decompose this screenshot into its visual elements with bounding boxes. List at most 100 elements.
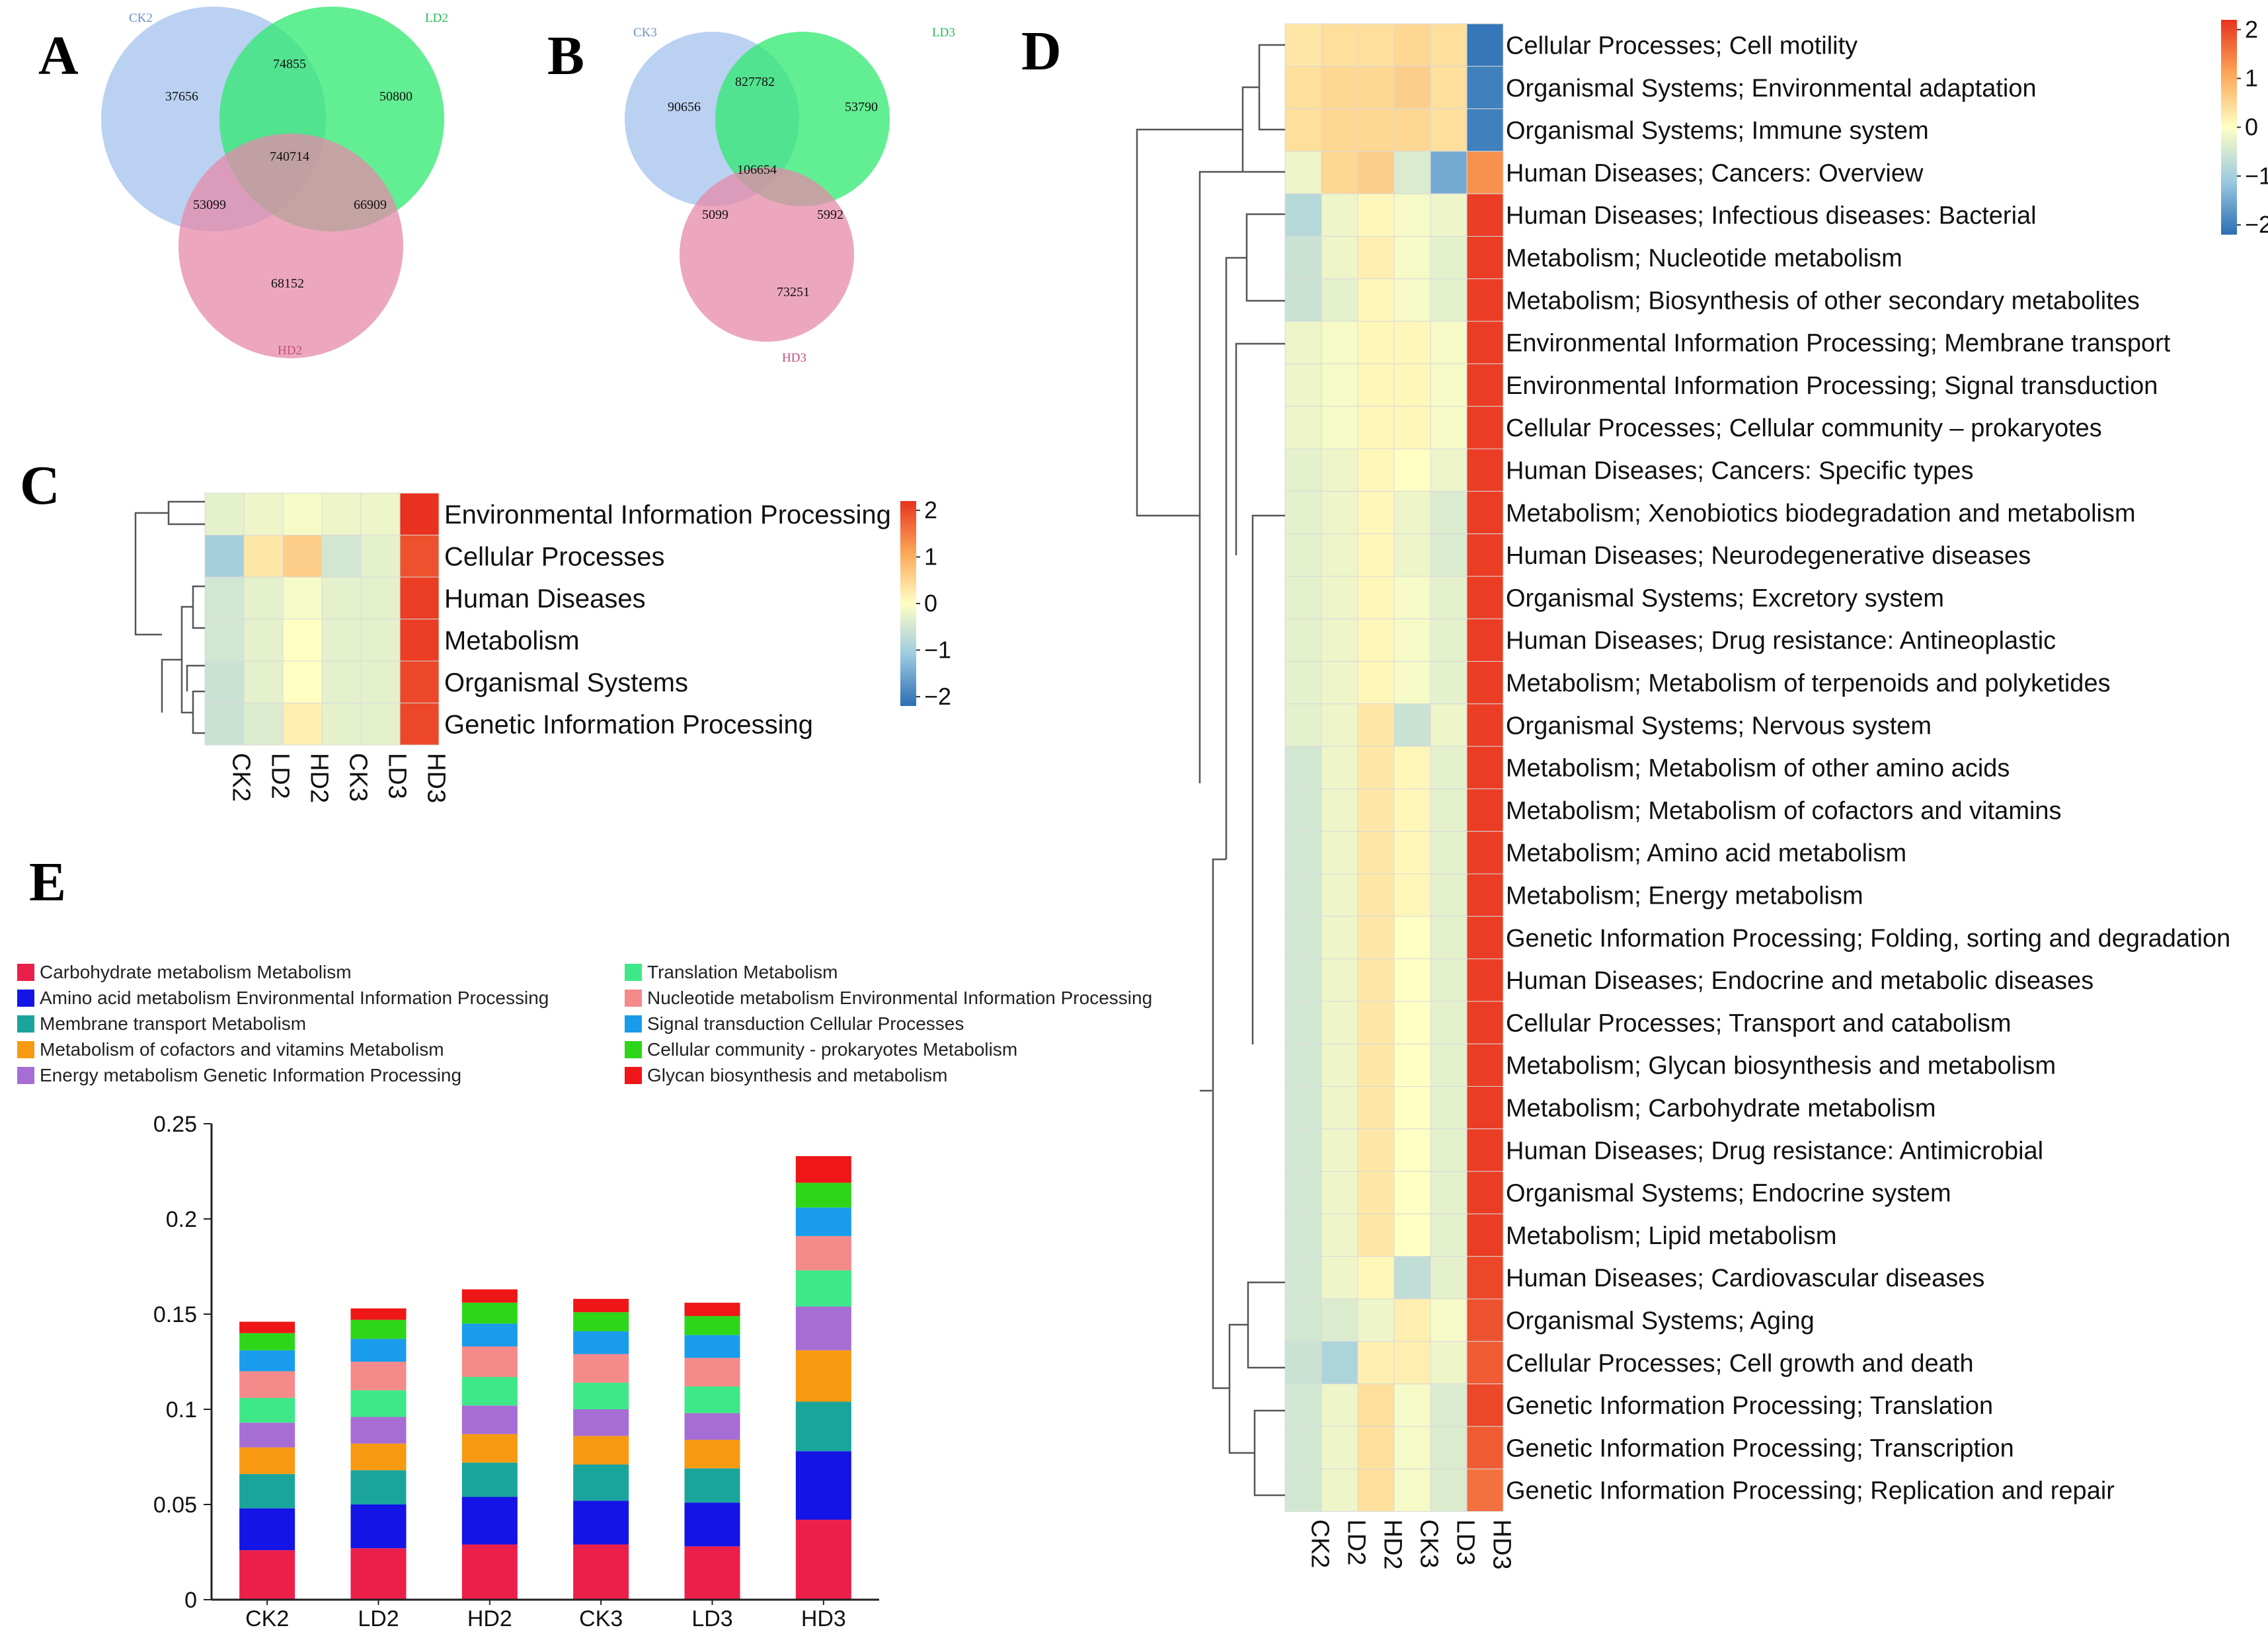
legend-label: Signal transduction Cellular Processes (647, 1013, 964, 1034)
venn-b-label-1: CK3 (633, 26, 657, 40)
x-tick-label: CK2 (245, 1606, 289, 1631)
bar-segment (461, 1434, 518, 1463)
legend-swatch (625, 964, 642, 981)
stacked-bar-chart-e: CK2 LD2 HD2 CK3 LD3 HD3 0 0.05 0.1 0.15 0.2 0.25 (153, 1112, 879, 1631)
heatmap-cell (1466, 1468, 1504, 1512)
heatmap-cell (1393, 108, 1431, 152)
heatmap-cell (399, 492, 440, 535)
heatmap-cell (1466, 1341, 1504, 1385)
heatmap-cell (1357, 1468, 1395, 1512)
heatmap-cell (1284, 1468, 1322, 1512)
bar-segment (795, 1207, 851, 1236)
heatmap-cell (1284, 193, 1322, 237)
heatmap-row-label: Environmental Information Processing (444, 500, 891, 529)
legend-label: Energy metabolism Genetic Information Pr… (40, 1065, 461, 1085)
colorbar-tick-label: 2 (924, 496, 937, 524)
x-tick-label: HD2 (467, 1606, 512, 1631)
heatmap-row-label: Cellular Processes; Transport and catabo… (1506, 1009, 2012, 1037)
heatmap-cell (1284, 1384, 1322, 1427)
heatmap-cell (1357, 831, 1395, 875)
heatmap-d: Cellular Processes; Cell motility Organis… (1136, 16, 2268, 1570)
bar-segment (239, 1447, 295, 1474)
heatmap-cell (1357, 618, 1395, 662)
legend-swatch (625, 990, 642, 1007)
heatmap-row-label: Human Diseases; Cancers: Specific types (1506, 457, 1974, 485)
heatmap-cell (1393, 746, 1431, 789)
heatmap-cell (1430, 746, 1467, 789)
heatmap-cell (1430, 363, 1467, 407)
bar-segment (239, 1371, 295, 1398)
heatmap-cell (1357, 1298, 1395, 1342)
colorbar-tick-label: −2 (924, 683, 951, 710)
heatmap-cell (1321, 1384, 1358, 1427)
heatmap-cell (1430, 448, 1467, 492)
bar-segment (684, 1468, 740, 1503)
heatmap-d-dendrogram (1136, 44, 1285, 1497)
heatmap-cell (321, 576, 362, 619)
heatmap-cell (1430, 618, 1467, 662)
legend-label: Glycan biosynthesis and metabolism (647, 1065, 947, 1085)
heatmap-cell (1466, 661, 1504, 705)
venn-a-r12: 74855 (273, 57, 306, 71)
heatmap-cell (1430, 1384, 1467, 1427)
bar-segment (461, 1302, 518, 1324)
heatmap-cell (1284, 108, 1322, 152)
venn-a-only-2: 50800 (379, 89, 412, 104)
bar-segment (350, 1443, 407, 1471)
heatmap-cell (1393, 788, 1431, 832)
heatmap-cell (1393, 236, 1431, 280)
heatmap-cell (1357, 1128, 1395, 1172)
bar-segment (239, 1397, 295, 1423)
heatmap-cell (1466, 1001, 1504, 1044)
x-tick-label: LD3 (691, 1606, 732, 1631)
heatmap-cell (1284, 576, 1322, 619)
legend-swatch (17, 1041, 34, 1058)
heatmap-cell (1321, 151, 1358, 194)
venn-b-r123: 106654 (737, 163, 777, 177)
colorbar-tick-label: 1 (2245, 65, 2258, 92)
heatmap-cell (1430, 236, 1467, 280)
heatmap-cell (1321, 1043, 1358, 1087)
heatmap-cell (1284, 958, 1322, 1002)
legend-swatch (17, 1015, 34, 1033)
heatmap-cell (1357, 363, 1395, 407)
heatmap-cell (1357, 193, 1395, 237)
venn-b-label-2: LD3 (932, 26, 955, 40)
heatmap-row-label: Metabolism; Xenobiotics biodegradation a… (1506, 500, 2136, 527)
bar-segment (350, 1339, 407, 1362)
heatmap-cell (1357, 1256, 1395, 1300)
heatmap-cell (1357, 406, 1395, 449)
heatmap-column-label: LD2 (1343, 1520, 1370, 1566)
heatmap-cell (1430, 193, 1467, 237)
heatmap-cell (1393, 65, 1431, 110)
legend-label: Nucleotide metabolism Environmental Info… (647, 988, 1152, 1008)
heatmap-cell (243, 576, 284, 619)
heatmap-cell (1284, 831, 1322, 875)
heatmap-row-label: Organismal Systems; Immune system (1506, 117, 1929, 145)
heatmap-cell (399, 660, 440, 703)
heatmap-row-label: Metabolism; Carbohydrate metabolism (1506, 1095, 1936, 1122)
heatmap-cell (1393, 873, 1431, 917)
heatmap-row-label: Metabolism; Lipid metabolism (1506, 1222, 1837, 1250)
heatmap-cell (1393, 23, 1431, 67)
heatmap-cell (1430, 916, 1467, 960)
heatmap-cell (1321, 1128, 1358, 1172)
venn-b-circle-2 (715, 32, 890, 206)
heatmap-row-label: Metabolism; Energy metabolism (1506, 882, 1863, 910)
bar-segment (350, 1470, 407, 1504)
heatmap-cell (1284, 703, 1322, 747)
heatmap-cell (1430, 151, 1467, 194)
y-tick-label: 0.25 (153, 1112, 197, 1137)
heatmap-cell (1321, 1341, 1358, 1385)
heatmap-cell (1321, 23, 1358, 67)
heatmap-cell (243, 492, 284, 535)
heatmap-cell (1284, 916, 1322, 960)
legend-label: Cellular community - prokaryotes Metabol… (647, 1039, 1017, 1060)
heatmap-cell (1321, 108, 1358, 152)
heatmap-cell (1284, 65, 1322, 110)
heatmap-row-label: Human Diseases; Drug resistance: Antimic… (1506, 1137, 2043, 1165)
heatmap-d-colorbar (2221, 20, 2237, 235)
heatmap-cell (1466, 703, 1504, 747)
heatmap-row-label: Environmental Information Processing; Me… (1506, 330, 2171, 358)
panel-letter-e: E (29, 851, 66, 913)
